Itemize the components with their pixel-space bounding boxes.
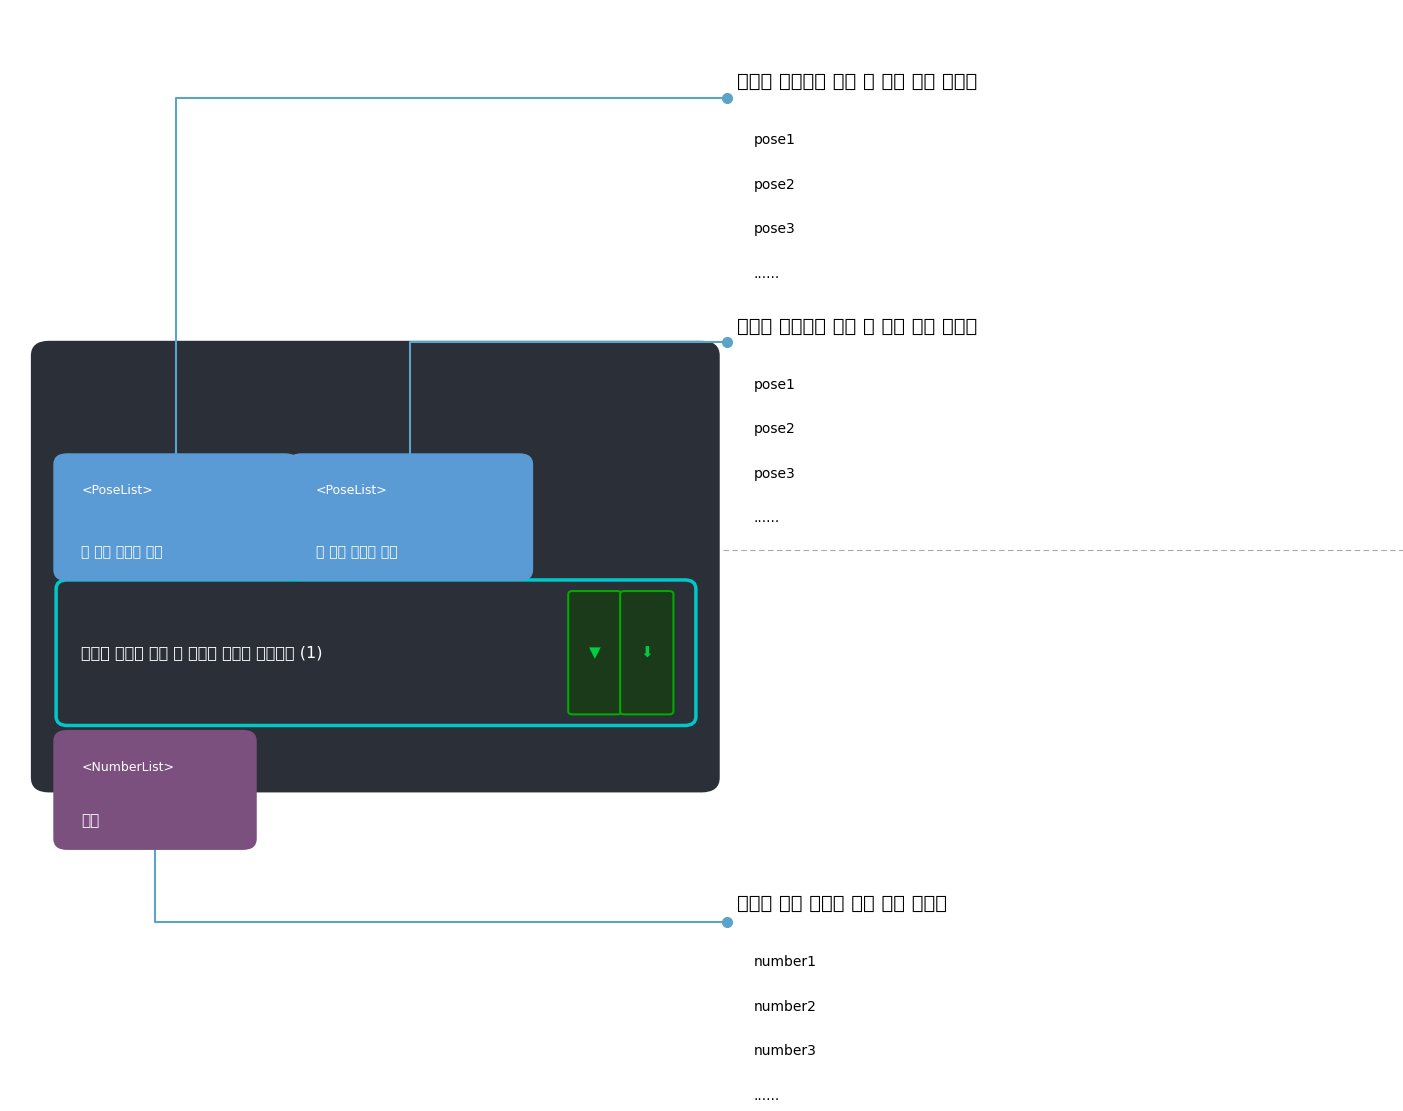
Text: 지정한 방향에 따른 두 포즈의 거리를 계산하기 (1): 지정한 방향에 따른 두 포즈의 거리를 계산하기 (1) xyxy=(81,645,323,660)
Text: 계산을 통해 획득한 거리 수치 리스트: 계산을 통해 획득한 거리 수치 리스트 xyxy=(737,894,947,913)
Text: ⬇: ⬇ xyxy=(640,645,654,660)
Text: 첫 번째 세트의 포즈: 첫 번째 세트의 포즈 xyxy=(81,544,163,559)
Text: pose2: pose2 xyxy=(753,178,796,192)
Text: <NumberList>: <NumberList> xyxy=(81,761,174,774)
FancyBboxPatch shape xyxy=(56,580,696,725)
Text: number3: number3 xyxy=(753,1044,817,1059)
Text: 두 번째 세트의 포즈: 두 번째 세트의 포즈 xyxy=(316,544,397,559)
FancyBboxPatch shape xyxy=(32,342,718,791)
Text: ......: ...... xyxy=(753,267,780,281)
FancyBboxPatch shape xyxy=(568,591,622,714)
Text: pose1: pose1 xyxy=(753,378,796,392)
Text: ▼: ▼ xyxy=(589,645,600,660)
Text: ......: ...... xyxy=(753,1089,780,1103)
Text: pose3: pose3 xyxy=(753,222,796,237)
Text: <PoseList>: <PoseList> xyxy=(316,484,387,498)
Text: 거리를 계산하기 위한 첫 번째 포즈 리스트: 거리를 계산하기 위한 첫 번째 포즈 리스트 xyxy=(737,72,976,91)
Text: <PoseList>: <PoseList> xyxy=(81,484,153,498)
FancyBboxPatch shape xyxy=(620,591,673,714)
Text: pose1: pose1 xyxy=(753,133,796,148)
Text: 거리를 계산하기 위한 두 번째 포즈 리스트: 거리를 계산하기 위한 두 번째 포즈 리스트 xyxy=(737,317,976,336)
Text: pose2: pose2 xyxy=(753,422,796,437)
Text: number2: number2 xyxy=(753,1000,817,1014)
FancyBboxPatch shape xyxy=(53,730,257,850)
Text: 거리: 거리 xyxy=(81,812,100,828)
Text: ......: ...... xyxy=(753,511,780,526)
Text: pose3: pose3 xyxy=(753,467,796,481)
FancyBboxPatch shape xyxy=(53,453,299,581)
FancyBboxPatch shape xyxy=(288,453,533,581)
Text: number1: number1 xyxy=(753,955,817,970)
